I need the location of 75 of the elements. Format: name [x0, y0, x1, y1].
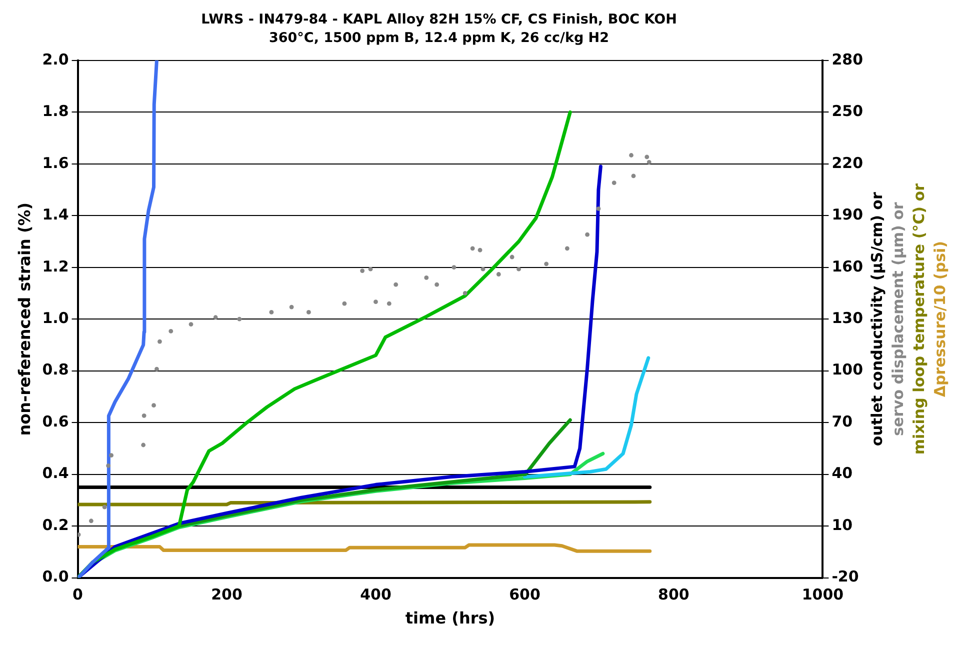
point — [102, 504, 107, 510]
point — [434, 282, 440, 287]
y2-tick-label: -20 — [832, 568, 859, 586]
chart-subtitle: 360°C, 1500 ppm B, 12.4 ppm K, 26 cc/kg H2 — [269, 30, 609, 46]
point — [188, 322, 194, 326]
point — [564, 246, 570, 251]
point — [88, 518, 94, 524]
y-tick-label: 2.0 — [42, 50, 69, 68]
point — [596, 206, 601, 211]
point — [516, 266, 521, 272]
point — [424, 276, 429, 280]
point — [374, 300, 378, 304]
point — [480, 266, 486, 272]
point — [612, 180, 616, 186]
x-tick-label: 400 — [360, 586, 392, 604]
point — [644, 154, 650, 160]
point — [360, 268, 365, 274]
point — [462, 291, 468, 296]
y2-tick-label: 40 — [832, 464, 853, 482]
y-tick-label: 0.6 — [42, 412, 69, 430]
point — [629, 153, 634, 158]
point — [470, 246, 475, 251]
point — [631, 174, 636, 178]
x-tick-label: 1000 — [802, 586, 844, 604]
y-tick-label: 1.2 — [42, 257, 69, 276]
point — [106, 463, 111, 468]
point — [141, 442, 146, 448]
y-tick-label: 1.6 — [42, 154, 69, 172]
y-tick-label: 1.8 — [42, 102, 69, 120]
y2-tick-label: 280 — [832, 50, 863, 68]
y-tick-label: 1.4 — [42, 206, 69, 224]
x-tick-label: 200 — [211, 586, 242, 604]
point — [142, 413, 146, 418]
x-tick-label: 600 — [509, 586, 540, 604]
y2-tick-label: 220 — [832, 154, 863, 172]
y-tick-label: 0.0 — [42, 568, 69, 586]
y-tick-label: 0.4 — [42, 464, 69, 482]
point — [510, 254, 514, 260]
y2-tick-label: 100 — [832, 360, 863, 379]
point — [237, 316, 242, 322]
y-tick-label: 0.2 — [42, 516, 69, 534]
point — [213, 315, 218, 320]
point — [496, 272, 501, 276]
point — [368, 266, 373, 272]
point — [158, 339, 162, 344]
point — [544, 262, 549, 266]
y2-axis-title: outlet conductivity (µS/cm) or servo displacement (µm) or mixing loop temperature (°C) or Δpressure/10 (psi) — [868, 182, 949, 455]
point — [289, 304, 294, 310]
y2-tick-label: 190 — [832, 206, 863, 224]
point — [386, 301, 392, 306]
x-tick-label: 800 — [658, 586, 690, 604]
point — [452, 265, 456, 270]
y-axis-title: non-referenced strain (%) — [14, 202, 34, 436]
point — [109, 453, 114, 458]
point — [585, 232, 590, 237]
y2-tick-label: 160 — [832, 257, 863, 276]
y2-tick-label: 250 — [832, 102, 863, 120]
y2-tick-label: 130 — [832, 308, 863, 327]
point — [269, 310, 274, 314]
point — [78, 532, 81, 537]
y-tick-label: 1.0 — [42, 308, 69, 327]
point — [394, 282, 398, 287]
point — [152, 403, 156, 408]
chart-title: LWRS - IN479-84 - KAPL Alloy 82H 15% CF, CS Finish, BOC KOH — [201, 12, 677, 28]
x-tick-label: 0 — [72, 586, 83, 604]
y2-tick-label: 70 — [832, 412, 853, 430]
point — [306, 310, 311, 314]
point — [478, 248, 482, 252]
y2-tick-label: 10 — [832, 516, 853, 534]
point — [342, 301, 347, 306]
point — [154, 366, 159, 372]
point — [646, 160, 652, 164]
y-tick-label: 0.8 — [42, 360, 69, 379]
point — [168, 328, 174, 334]
x-axis-title: time (hrs) — [405, 608, 496, 628]
